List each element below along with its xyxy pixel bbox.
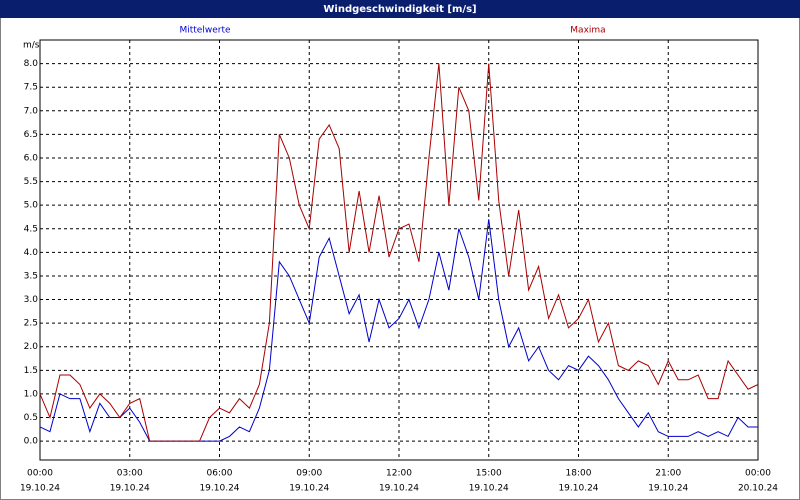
x-tick-date: 19.10.24 xyxy=(289,484,329,494)
y-tick-label: 6.5 xyxy=(24,130,38,140)
x-tick-label: 21:00 xyxy=(655,469,681,479)
x-tick-label: 00:00 xyxy=(27,469,53,479)
x-tick-date: 19.10.24 xyxy=(20,484,60,494)
x-tick-label: 00:00 xyxy=(745,469,771,479)
series-line xyxy=(39,63,759,442)
y-tick-label: 5.0 xyxy=(24,201,39,211)
y-tick-label: 4.5 xyxy=(24,224,38,234)
x-tick-label: 03:00 xyxy=(117,469,143,479)
y-tick-label: 0.5 xyxy=(24,413,38,423)
legend-label: Maxima xyxy=(570,26,605,36)
x-tick-date: 19.10.24 xyxy=(558,484,598,494)
x-tick-date: 19.10.24 xyxy=(648,484,688,494)
y-tick-label: 5.5 xyxy=(24,177,38,187)
y-tick-label: 2.0 xyxy=(24,342,39,352)
x-tick-label: 12:00 xyxy=(386,469,412,479)
y-tick-label: 8.0 xyxy=(24,59,39,69)
x-tick-label: 18:00 xyxy=(566,469,592,479)
x-tick-date: 19.10.24 xyxy=(110,484,150,494)
chart-title: Windgeschwindigkeit [m/s] xyxy=(323,4,476,15)
x-tick-date: 19.10.24 xyxy=(199,484,239,494)
y-unit: m/s xyxy=(23,41,40,51)
x-tick-label: 09:00 xyxy=(296,469,322,479)
y-tick-label: 1.0 xyxy=(24,389,39,399)
x-tick-label: 06:00 xyxy=(207,469,233,479)
x-tick-date: 20.10.24 xyxy=(738,484,778,494)
y-tick-label: 4.0 xyxy=(24,248,39,258)
y-tick-label: 7.0 xyxy=(24,106,39,116)
y-tick-label: 1.5 xyxy=(24,366,38,376)
y-tick-label: 2.5 xyxy=(24,319,38,329)
legend-label: Mittelwerte xyxy=(179,26,230,36)
y-tick-label: 3.0 xyxy=(24,295,39,305)
x-tick-date: 19.10.24 xyxy=(469,484,509,494)
x-tick-label: 15:00 xyxy=(476,469,502,479)
x-tick-date: 19.10.24 xyxy=(379,484,419,494)
plot-frame xyxy=(39,39,759,461)
y-tick-label: 0.0 xyxy=(24,437,39,447)
y-tick-label: 3.5 xyxy=(24,271,38,281)
title-bar xyxy=(0,0,800,18)
y-tick-label: 7.5 xyxy=(24,83,38,93)
y-tick-label: 6.0 xyxy=(24,153,39,163)
